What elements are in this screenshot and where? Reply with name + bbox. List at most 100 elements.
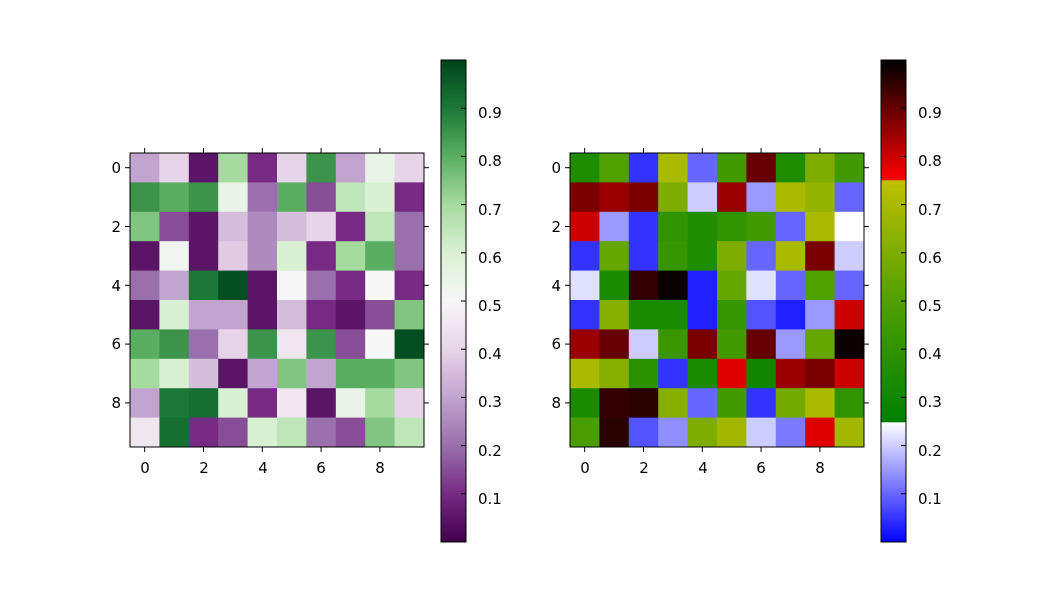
colorbar-strip <box>881 354 906 357</box>
heatmap-cell <box>277 358 307 389</box>
heatmap-cell <box>658 153 688 183</box>
heatmap-cell <box>746 300 777 330</box>
heatmap-cell <box>805 182 835 213</box>
heatmap-cell <box>306 329 337 360</box>
heatmap-cell <box>247 153 278 183</box>
colorbar-strip <box>881 296 906 299</box>
heatmap-cell <box>834 241 865 271</box>
heatmap-cell <box>159 153 190 183</box>
heatmap-cell <box>746 182 777 213</box>
heatmap-cell <box>658 388 688 418</box>
colorbar-strip <box>881 396 906 399</box>
colorbar-strip <box>881 100 906 103</box>
colorbar-strip <box>881 130 906 133</box>
colorbar-strip <box>881 442 906 445</box>
colorbar-strip <box>881 76 906 79</box>
colorbar-strip <box>881 402 906 405</box>
heatmap-cell <box>306 388 337 418</box>
heatmap-cell <box>570 329 600 360</box>
colorbar-strip <box>881 436 906 439</box>
colorbar-strip <box>881 344 906 347</box>
colorbar-strip <box>881 470 906 473</box>
colorbar-strip <box>881 72 906 75</box>
heatmap-cell <box>188 153 219 183</box>
colorbar-strip <box>881 114 906 117</box>
colorbar-strip <box>881 96 906 99</box>
colorbar-strip <box>881 534 906 537</box>
left-x-tick-label: 6 <box>316 459 326 477</box>
heatmap-cell <box>717 241 747 271</box>
heatmap-cell <box>218 329 248 360</box>
right-y-tick-label: 4 <box>551 277 561 295</box>
colorbar-strip <box>881 158 906 161</box>
colorbar-strip <box>881 108 906 111</box>
colorbar-strip <box>881 398 906 401</box>
heatmap-cell <box>394 300 425 330</box>
heatmap-cell <box>218 211 248 242</box>
colorbar-strip <box>881 226 906 229</box>
heatmap-cell <box>834 358 865 389</box>
heatmap-cell <box>746 388 777 418</box>
heatmap-cell <box>159 241 190 271</box>
right-y-tick-label: 8 <box>551 394 561 412</box>
colorbar-strip <box>881 208 906 211</box>
colorbar-strip <box>881 330 906 333</box>
colorbar-strip <box>881 524 906 527</box>
colorbar-strip <box>881 216 906 219</box>
right-colorbar-tick-label: 0.5 <box>918 297 942 315</box>
heatmap-cell <box>130 182 160 213</box>
colorbar-strip <box>881 394 906 397</box>
colorbar-strip <box>881 518 906 521</box>
heatmap-cell <box>746 211 777 242</box>
colorbar-strip <box>881 106 906 109</box>
colorbar-strip <box>881 350 906 353</box>
left-heatmap-cells <box>130 153 425 448</box>
colorbar-strip <box>881 298 906 301</box>
heatmap-cell <box>628 153 659 183</box>
heatmap-cell <box>687 417 718 448</box>
heatmap-cell <box>687 153 718 183</box>
colorbar-strip <box>881 122 906 125</box>
colorbar-strip <box>881 522 906 525</box>
left-colorbar-tick-label: 0.9 <box>478 104 502 122</box>
right-colorbar-tick-label: 0.4 <box>918 345 942 363</box>
colorbar-strip <box>881 504 906 507</box>
colorbar-strip <box>881 288 906 291</box>
heatmap-cell <box>628 358 659 389</box>
heatmap-cell <box>628 182 659 213</box>
heatmap-cell <box>658 182 688 213</box>
colorbar-strip <box>881 252 906 255</box>
right-colorbar-tick-label: 0.3 <box>918 393 942 411</box>
heatmap-cell <box>746 241 777 271</box>
colorbar-strip <box>881 478 906 481</box>
colorbar-strip <box>881 450 906 453</box>
heatmap-cell <box>130 388 160 418</box>
colorbar-strip <box>881 186 906 189</box>
right-colorbar-tick-label: 0.9 <box>918 104 942 122</box>
heatmap-cell <box>188 241 219 271</box>
heatmap-cell <box>805 388 835 418</box>
right-y-tick-label: 2 <box>551 218 561 236</box>
colorbar-strip <box>881 82 906 85</box>
colorbar-strip <box>881 264 906 267</box>
colorbar-strip <box>881 512 906 515</box>
colorbar-strip <box>881 228 906 231</box>
colorbar-strip <box>881 200 906 203</box>
heatmap-cell <box>159 182 190 213</box>
colorbar-strip <box>881 428 906 431</box>
right-x-tick-labels: 0 2 4 6 8 <box>580 459 825 477</box>
heatmap-cell <box>394 329 425 360</box>
colorbar-strip <box>881 424 906 427</box>
heatmap-cell <box>687 241 718 271</box>
colorbar-strip <box>881 488 906 491</box>
colorbar-strip <box>881 444 906 447</box>
heatmap-cell <box>335 153 366 183</box>
colorbar-strip <box>881 516 906 519</box>
right-axis-ticks <box>565 148 869 452</box>
heatmap-cell <box>247 388 278 418</box>
heatmap-cell <box>306 211 337 242</box>
colorbar-strip <box>881 508 906 511</box>
heatmap-cell <box>306 417 337 448</box>
heatmap-cell <box>717 153 747 183</box>
left-colorbar-tick-label: 0.4 <box>478 345 502 363</box>
